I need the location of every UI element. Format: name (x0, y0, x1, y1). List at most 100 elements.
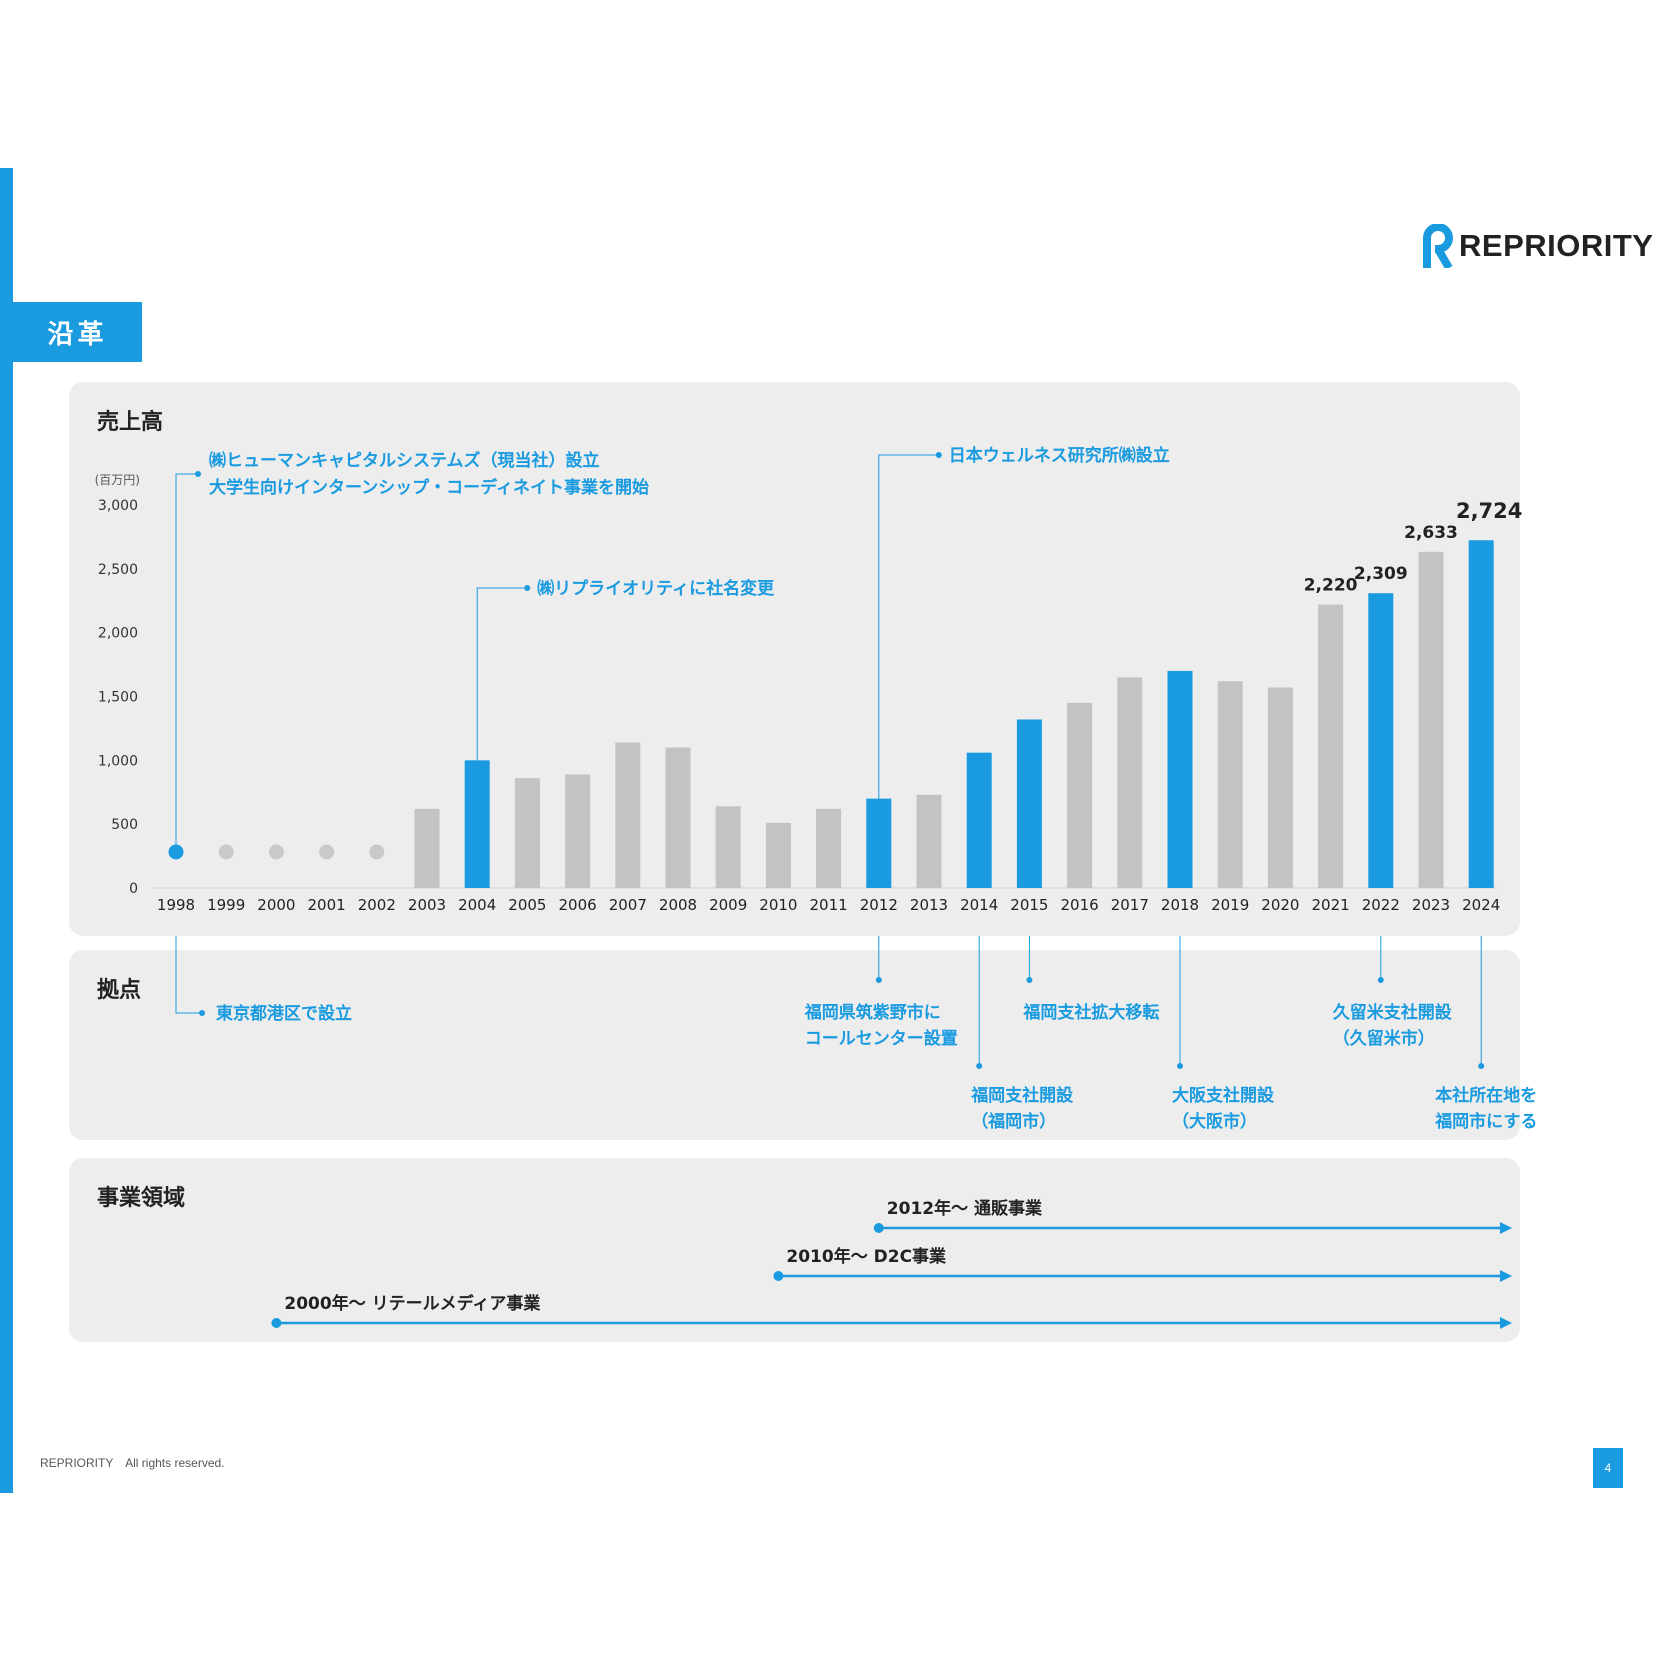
x-tick-label: 2006 (559, 896, 597, 914)
y-tick-label: 2,500 (98, 562, 138, 578)
x-tick-label: 2009 (709, 896, 747, 914)
business-start-dot (773, 1271, 784, 1281)
x-tick-label: 2002 (358, 896, 396, 914)
x-tick-label: 2015 (1010, 896, 1048, 914)
logo-text: REPRIORITY (1459, 228, 1653, 263)
data-label: 2,633 (1404, 523, 1458, 543)
data-point-dot (168, 844, 184, 860)
bar (665, 747, 691, 888)
bases-panel: 拠点 (69, 950, 1520, 1140)
bar (514, 778, 540, 888)
bar (1318, 604, 1344, 888)
y-unit-label: (百万円) (95, 473, 140, 487)
x-tick-label: 2008 (659, 896, 697, 914)
x-tick-label: 2019 (1211, 896, 1249, 914)
data-label: 2,724 (1456, 499, 1522, 523)
base-text: 福岡市にする (1434, 1111, 1537, 1132)
base-text: （福岡市） (971, 1111, 1056, 1132)
base-text: （大阪市） (1172, 1111, 1257, 1132)
data-label: 2,309 (1354, 564, 1408, 584)
base-dot (1377, 977, 1384, 983)
x-tick-label: 2007 (609, 896, 647, 914)
base-dot (1478, 1063, 1485, 1069)
x-tick-label: 2021 (1312, 896, 1350, 914)
x-tick-label: 2001 (308, 896, 346, 914)
business-panel: 事業領域 (69, 1158, 1520, 1342)
bar (866, 798, 892, 888)
annotation-leader (878, 454, 939, 800)
y-tick-label: 500 (111, 817, 138, 833)
bar (1267, 687, 1293, 888)
base-dot (1177, 1063, 1183, 1069)
x-tick-label: 2005 (508, 896, 546, 914)
base-text: 本社所在地を (1435, 1085, 1537, 1106)
logo-icon (1423, 224, 1453, 268)
base-dot (976, 1063, 983, 1069)
x-tick-label: 2020 (1261, 896, 1299, 914)
x-tick-label: 2013 (910, 896, 948, 914)
x-tick-label: 2003 (408, 896, 446, 914)
x-tick-label: 2022 (1362, 896, 1400, 914)
bar (1067, 702, 1093, 888)
copyright: REPRIORITY All rights reserved. (40, 1456, 225, 1470)
bar (464, 760, 490, 888)
sales-panel-title: 売上高 (97, 410, 164, 435)
x-tick-label: 2010 (759, 896, 797, 914)
x-tick-label: 2024 (1462, 896, 1500, 914)
business-label: 2010年～ D2C事業 (786, 1246, 946, 1267)
annotation-text: 日本ウェルネス研究所㈱設立 (949, 445, 1170, 466)
bar (1468, 540, 1494, 888)
bar (1016, 719, 1042, 888)
annotation-leader (175, 473, 198, 846)
business-label: 2012年～ 通販事業 (887, 1198, 1042, 1219)
business-label: 2000年～ リテールメディア事業 (284, 1293, 540, 1314)
y-tick-label: 1,500 (98, 690, 138, 706)
chart-overlay: (百万円) 0 500 1,000 1,500 2,000 2,500 3,000 1998 19… (95, 445, 1537, 1329)
y-tick-label: 2,000 (98, 626, 138, 642)
data-point-dot (319, 844, 335, 860)
base-text: 久留米支社開設 (1333, 1002, 1453, 1023)
business-arrow (1500, 1222, 1512, 1234)
base-text: （久留米市） (1333, 1028, 1435, 1049)
bar (615, 742, 641, 888)
base-text: 東京都港区で設立 (216, 1003, 352, 1024)
annotation-dot (524, 585, 531, 591)
x-tick-label: 2017 (1111, 896, 1149, 914)
x-tick-label: 2000 (257, 896, 295, 914)
slide: 沿革 REPRIORITY 売上高 拠点 事業領域 (百万円) 0 500 1,000… (0, 168, 1653, 1493)
y-tick-label: 3,000 (98, 498, 138, 514)
bar (1217, 681, 1243, 888)
x-tick-label: 2012 (860, 896, 898, 914)
base-dot (1026, 977, 1033, 983)
base-dot (199, 1010, 205, 1016)
annotation-text: ㈱ヒューマンキャピタルシステムズ（現当社）設立 (209, 450, 600, 471)
data-point-dot (268, 844, 284, 860)
base-dot (875, 977, 882, 983)
x-tick-label: 2018 (1161, 896, 1199, 914)
x-tick-label: 2004 (458, 896, 496, 914)
bar (1167, 670, 1193, 888)
business-arrow (1500, 1317, 1512, 1329)
annotation-text: ㈱リプライオリティに社名変更 (537, 578, 775, 599)
x-tick-label: 2023 (1412, 896, 1450, 914)
bar (1117, 677, 1143, 888)
annotation-text: 大学生向けインターンシップ・コーディネイト事業を開始 (209, 477, 649, 498)
business-arrow (1500, 1270, 1512, 1282)
brand-logo: REPRIORITY (1419, 224, 1653, 268)
section-title: 沿革 (13, 302, 142, 362)
base-leader (175, 936, 202, 1014)
annotation-dot (935, 452, 942, 458)
page-number: 4 (1593, 1448, 1623, 1488)
x-tick-label: 2011 (810, 896, 848, 914)
base-text: 福岡支社拡大移転 (1022, 1002, 1159, 1023)
annotation-dot (195, 471, 201, 477)
annotation-leader (476, 587, 528, 763)
x-tick-label: 2016 (1061, 896, 1099, 914)
base-text: 大阪支社開設 (1172, 1085, 1275, 1106)
y-tick-label: 0 (129, 881, 138, 897)
data-point-dot (369, 844, 385, 860)
x-tick-label: 1998 (157, 896, 195, 914)
data-label: 2,220 (1304, 576, 1358, 596)
data-point-dot (218, 844, 234, 860)
business-start-dot (271, 1318, 282, 1328)
